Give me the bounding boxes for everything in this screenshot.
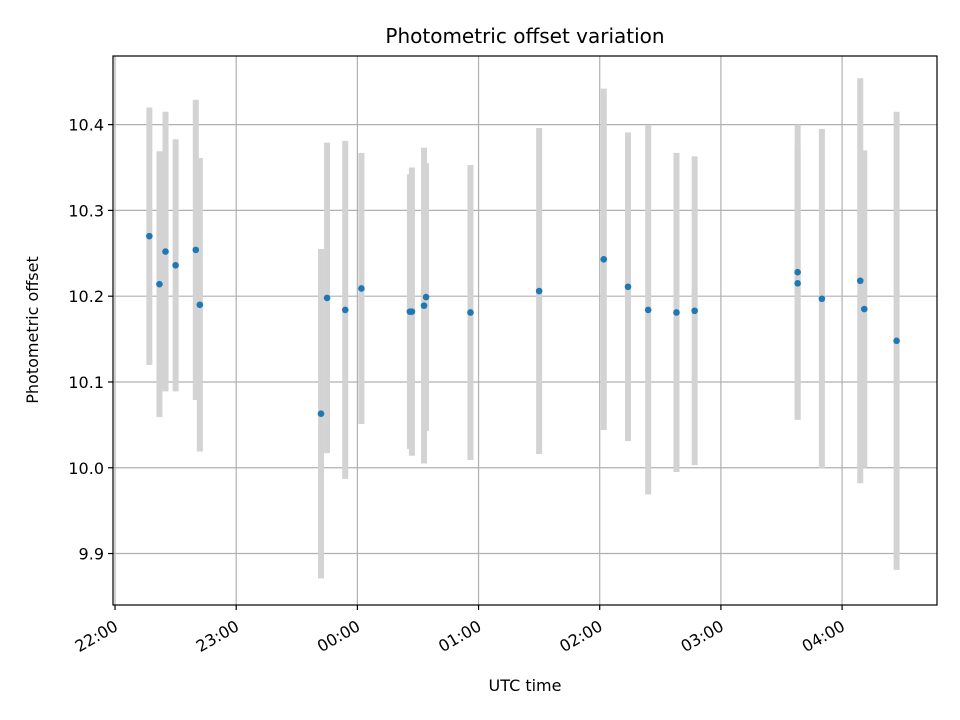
y-tick-label: 10.4 — [68, 116, 104, 135]
data-point — [341, 306, 349, 314]
y-tick-label: 10.1 — [68, 373, 104, 392]
y-tick-label: 9.9 — [79, 545, 104, 564]
y-axis-ticks: 9.9 10.0 10.1 10.2 10.3 10.4 — [68, 116, 113, 564]
plot-frame — [112, 55, 938, 606]
data-points — [146, 232, 900, 418]
data-point — [162, 248, 169, 255]
data-point — [196, 301, 204, 309]
data-point — [408, 308, 416, 315]
data-point — [422, 293, 430, 301]
data-point — [192, 246, 200, 254]
data-point — [172, 262, 179, 269]
data-point — [893, 337, 900, 345]
data-point — [317, 410, 325, 418]
data-point — [156, 280, 163, 288]
data-point — [818, 295, 826, 303]
y-tick-label: 10.3 — [68, 201, 104, 220]
data-point — [323, 294, 331, 302]
data-point — [467, 309, 474, 316]
data-point — [860, 305, 868, 313]
data-point — [535, 287, 543, 295]
data-point — [856, 277, 864, 285]
data-point — [644, 306, 652, 314]
data-point — [358, 285, 365, 292]
data-point — [794, 268, 801, 276]
chart-title: Photometric offset variation — [385, 24, 664, 48]
data-point — [794, 280, 801, 287]
x-axis-label: UTC time — [489, 676, 562, 695]
data-point — [624, 283, 632, 291]
data-point — [691, 307, 698, 315]
y-tick-label: 10.0 — [68, 459, 104, 478]
data-point — [600, 256, 608, 263]
y-tick-label: 10.2 — [68, 287, 104, 306]
data-point — [420, 302, 428, 309]
data-point — [146, 232, 153, 240]
y-axis-label: Photometric offset — [23, 256, 42, 404]
data-point — [673, 309, 680, 316]
